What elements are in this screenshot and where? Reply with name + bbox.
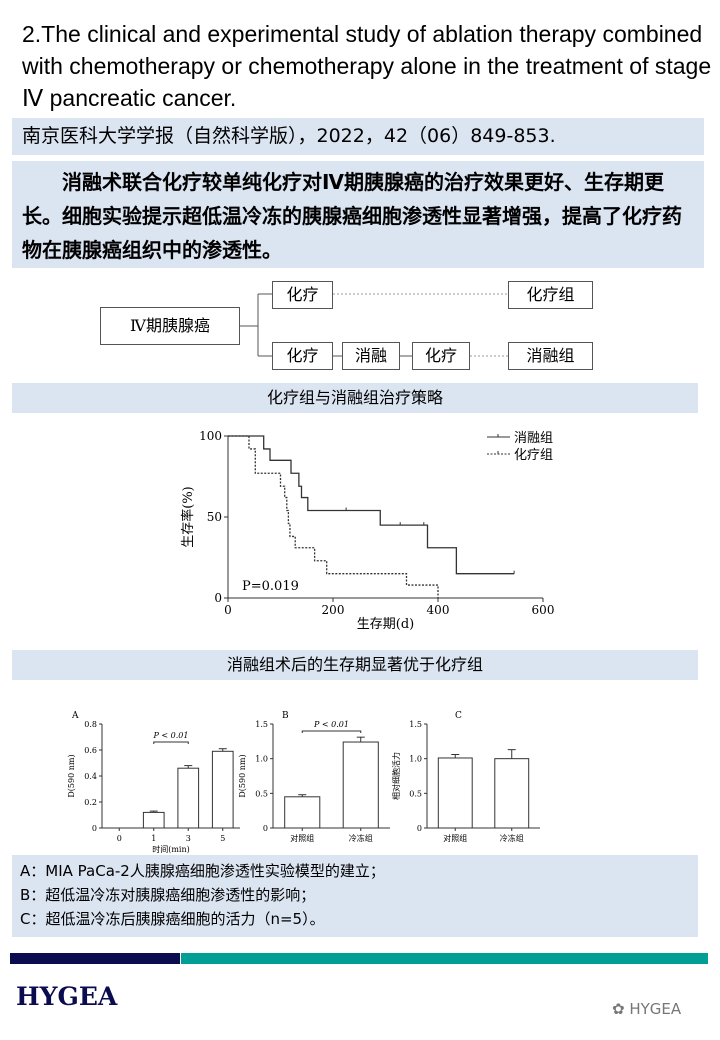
- y-tick-label: 0.5: [409, 789, 422, 798]
- x-tick-label: 对照组: [443, 833, 467, 843]
- x-tick-label: 200: [322, 603, 345, 617]
- caption-survival: 消融组术后的生存期显著优于化疗组: [12, 650, 698, 680]
- x-tick-label: 600: [532, 603, 555, 617]
- bar-A-1: [142, 811, 165, 829]
- y-tick-label: 0: [92, 824, 97, 833]
- bar-C-0: [437, 757, 473, 829]
- flow-chemo-box: 化疗: [272, 281, 333, 309]
- x-tick-label: 对照组: [290, 833, 314, 843]
- x-tick-label: 冷冻组: [500, 833, 524, 843]
- bar-A-3: [211, 750, 234, 829]
- flow-chemo-group-box: 化疗组: [508, 281, 593, 309]
- bar-C-1: [494, 758, 530, 829]
- y-tick-label: 0.6: [84, 746, 97, 755]
- flow-ablation-box: 消融: [342, 342, 400, 370]
- watermark: ✿ HYGEA: [612, 1000, 681, 1018]
- bar-A-2: [177, 767, 200, 829]
- x-tick-label: 3: [186, 834, 191, 843]
- y-axis-label: 生存率(%): [180, 486, 196, 548]
- y-tick-label: 0.8: [84, 720, 97, 729]
- legend-label: 消融组: [514, 431, 553, 446]
- y-axis-label: D(590 nm): [67, 754, 76, 797]
- panel-label: A: [71, 711, 79, 721]
- note-c: C：超低温冷冻后胰腺癌细胞的活力（n=5）。: [20, 910, 325, 928]
- significance-label: P < 0.01: [313, 720, 349, 729]
- figure-notes: A：MIA PaCa-2人胰腺癌细胞渗透性实验模型的建立； B：超低温冷冻对胰腺…: [12, 855, 698, 937]
- y-axis-label: 相对细胞活力: [391, 752, 401, 800]
- x-tick-label: 1: [151, 834, 156, 843]
- y-tick-label: 0: [214, 591, 222, 605]
- y-tick-label: 1.0: [409, 755, 422, 764]
- legend-label: 化疗组: [514, 448, 553, 463]
- panel-label: B: [282, 711, 289, 721]
- paper-title: 2.The clinical and experimental study of…: [22, 21, 712, 111]
- flow-ablation-group-box: 消融组: [508, 342, 593, 370]
- y-tick-label: 0.5: [255, 789, 268, 798]
- y-tick-label: 1.0: [255, 755, 268, 764]
- y-tick-label: 1.5: [255, 720, 268, 729]
- x-tick-label: 400: [427, 603, 450, 617]
- y-tick-label: 0.4: [84, 772, 97, 781]
- footer-bar-teal: [181, 953, 708, 964]
- p-value: P=0.019: [242, 579, 299, 594]
- note-b: B：超低温冷冻对胰腺癌细胞渗透性的影响；: [20, 886, 316, 904]
- flow-chemo-box-2: 化疗: [272, 342, 333, 370]
- y-axis-label: D(590 nm): [238, 754, 247, 797]
- note-a: A：MIA PaCa-2人胰腺癌细胞渗透性实验模型的建立；: [20, 862, 385, 880]
- footer-bar-navy: [10, 953, 180, 964]
- x-tick-label: 0: [117, 834, 122, 843]
- hygea-logo: HYGEA: [16, 982, 118, 1011]
- flow-stage4-box: Ⅳ期胰腺癌: [100, 307, 240, 345]
- x-tick-label: 5: [220, 834, 225, 843]
- flow-chemo-box-3: 化疗: [412, 342, 470, 370]
- x-axis-label: 生存期(d): [357, 617, 414, 632]
- caption-strategy: 化疗组与消融组治疗策略: [12, 383, 698, 413]
- bar-B-1: [342, 741, 379, 829]
- significance-label: P < 0.01: [153, 731, 189, 740]
- citation: 南京医科大学学报（自然科学版），2022，42（06）849-853.: [12, 118, 704, 155]
- y-tick-label: 1.5: [409, 720, 422, 729]
- x-tick-label: 冷冻组: [349, 833, 373, 843]
- y-tick-label: 100: [199, 429, 222, 443]
- survival-curve-ablation: [228, 435, 515, 575]
- x-tick-label: 0: [224, 603, 232, 617]
- survival-curve-chemo: [228, 435, 439, 598]
- watermark-text: HYGEA: [629, 1000, 682, 1018]
- y-tick-label: 0: [417, 824, 422, 833]
- y-tick-label: 50: [207, 510, 222, 524]
- flowchart-connectors: [240, 293, 508, 357]
- wechat-icon: ✿: [612, 1000, 630, 1018]
- bar-B-0: [284, 796, 321, 829]
- panel-label: C: [455, 711, 462, 721]
- summary-text: 消融术联合化疗较单纯化疗对Ⅳ期胰腺癌的治疗效果更好、生存期更长。细胞实验提示超低…: [12, 161, 704, 268]
- y-tick-label: 0.2: [84, 798, 97, 807]
- significance-bracket: [153, 741, 189, 744]
- significance-bracket: [301, 730, 362, 733]
- x-axis-label: 时间(min): [152, 844, 190, 854]
- y-tick-label: 0: [263, 824, 268, 833]
